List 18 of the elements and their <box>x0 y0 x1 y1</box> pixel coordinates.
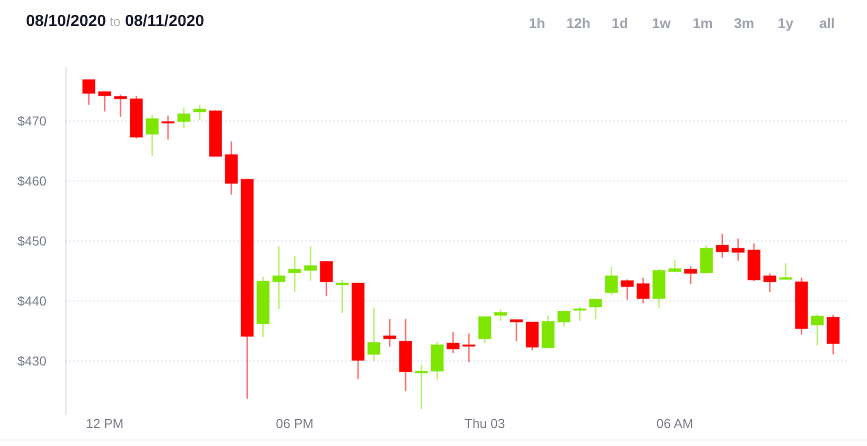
text: 1w <box>652 15 671 31</box>
chart-title: 08/10/2020 to 08/11/2020 <box>26 13 204 30</box>
y-tick-label: $430 <box>18 354 46 369</box>
y-tick-label: $450 <box>18 234 46 249</box>
y-tick-label: $460 <box>18 174 46 189</box>
text: 12h <box>566 15 590 31</box>
text: 1y <box>778 15 794 31</box>
y-tick-label: $470 <box>18 114 46 129</box>
text: 1m <box>692 15 713 31</box>
x-tick-label: Thu 03 <box>464 416 505 431</box>
text: 1h <box>528 15 546 31</box>
text: all <box>819 15 835 31</box>
y-tick-label: $440 <box>18 294 46 309</box>
text: 1d <box>612 15 628 31</box>
x-tick-label: 06 PM <box>276 416 314 431</box>
x-tick-label: 12 PM <box>86 416 124 431</box>
x-tick-label: 06 AM <box>656 416 694 431</box>
text: 3m <box>734 15 754 31</box>
